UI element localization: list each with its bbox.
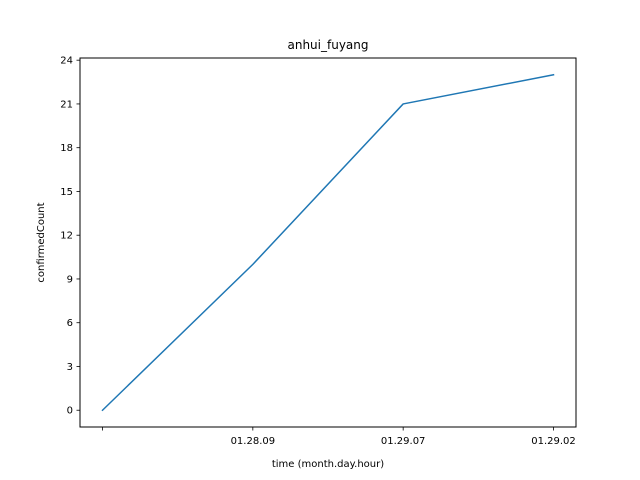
series-layer xyxy=(101,73,555,412)
x-tick-label: 01.29.07 xyxy=(381,436,426,447)
y-tick-label: 12 xyxy=(60,231,73,242)
series-line xyxy=(101,73,555,412)
y-tick-label: 6 xyxy=(67,318,73,329)
y-tick-label: 24 xyxy=(60,56,73,67)
y-tick-label: 9 xyxy=(67,274,73,285)
x-axis-label: time (month.day.hour) xyxy=(272,459,384,470)
y-tick-label: 0 xyxy=(67,406,73,417)
y-axis: 0 3 6 9 12 15 18 21 24 xyxy=(60,56,80,417)
chart-title: anhui_fuyang xyxy=(287,38,368,52)
x-axis: 01.28.09 01.29.07 01.29.02 xyxy=(102,427,576,447)
y-tick-label: 21 xyxy=(60,99,73,110)
y-tick-label: 18 xyxy=(60,143,73,154)
y-tick-label: 3 xyxy=(67,362,73,373)
y-axis-label: confirmedCount xyxy=(36,202,47,282)
y-tick-label: 15 xyxy=(60,187,73,198)
x-tick-label: 01.29.02 xyxy=(531,436,576,447)
x-tick-label: 01.28.09 xyxy=(231,436,276,447)
plot-area-frame xyxy=(79,57,577,428)
